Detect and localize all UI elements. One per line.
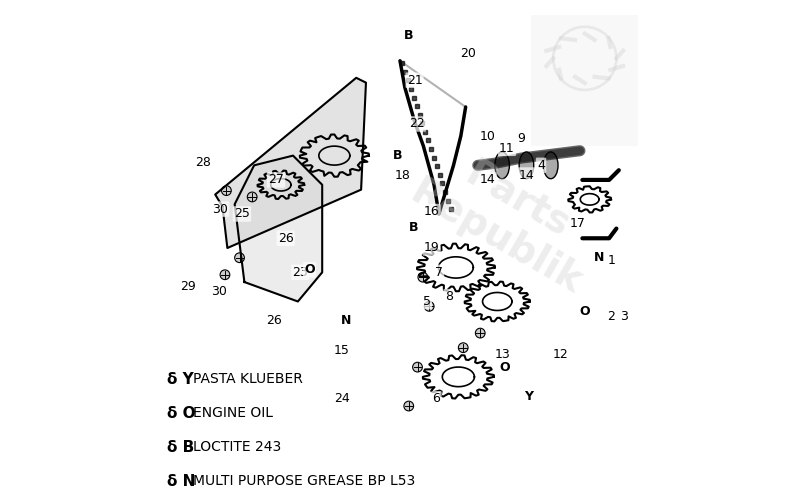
Text: 2: 2 (607, 310, 615, 322)
Text: MULTI PURPOSE GREASE BP L53: MULTI PURPOSE GREASE BP L53 (194, 474, 415, 489)
Circle shape (418, 272, 428, 282)
Text: 26: 26 (266, 315, 282, 327)
Circle shape (458, 343, 468, 352)
PathPatch shape (531, 15, 638, 146)
Text: LOCTITE 243: LOCTITE 243 (194, 441, 282, 454)
Text: 25: 25 (234, 207, 250, 220)
Text: δ B: δ B (166, 440, 194, 455)
Ellipse shape (543, 152, 558, 179)
Text: 14: 14 (480, 173, 495, 186)
Ellipse shape (519, 152, 534, 179)
Text: 28: 28 (195, 156, 211, 170)
Text: 17: 17 (570, 217, 586, 230)
Text: O: O (304, 264, 315, 276)
Text: B: B (393, 149, 402, 162)
Text: 20: 20 (460, 47, 476, 60)
Polygon shape (215, 78, 366, 248)
Text: 24: 24 (334, 392, 350, 405)
Text: B: B (408, 221, 418, 234)
Text: N: N (594, 251, 605, 264)
Text: δ N: δ N (166, 474, 195, 489)
Text: 22: 22 (409, 118, 425, 130)
Text: N: N (342, 315, 352, 327)
Text: 15: 15 (334, 343, 350, 357)
Text: 9: 9 (518, 132, 526, 145)
Text: ENGINE OIL: ENGINE OIL (194, 406, 274, 420)
Text: 3: 3 (620, 310, 628, 322)
Text: 21: 21 (406, 74, 422, 87)
Text: 5: 5 (422, 295, 430, 308)
Text: Parts
Republik: Parts Republik (403, 135, 610, 302)
Text: O: O (579, 305, 590, 318)
Text: 7: 7 (435, 266, 443, 279)
Text: 30: 30 (211, 285, 227, 298)
Text: 11: 11 (499, 142, 515, 155)
Text: 12: 12 (553, 348, 568, 362)
Text: 18: 18 (394, 169, 410, 182)
Polygon shape (234, 156, 322, 301)
Text: 4: 4 (537, 159, 545, 172)
Circle shape (234, 253, 244, 263)
Circle shape (404, 401, 414, 411)
Text: 1: 1 (607, 254, 615, 267)
Text: 23: 23 (293, 266, 308, 279)
Circle shape (413, 362, 422, 372)
Text: 10: 10 (479, 130, 495, 143)
Text: 16: 16 (424, 205, 439, 218)
Circle shape (222, 186, 231, 196)
Text: PASTA KLUEBER: PASTA KLUEBER (194, 372, 303, 386)
Text: 29: 29 (181, 280, 196, 294)
Text: 19: 19 (424, 242, 439, 254)
Text: δ Y: δ Y (166, 372, 194, 387)
Circle shape (424, 301, 434, 311)
Circle shape (247, 192, 257, 202)
Text: δ O: δ O (166, 406, 195, 421)
Text: 8: 8 (445, 290, 453, 303)
Text: 26: 26 (278, 232, 294, 245)
Text: 27: 27 (268, 173, 284, 186)
Text: 13: 13 (494, 348, 510, 362)
Text: Y: Y (524, 390, 534, 403)
Ellipse shape (495, 152, 510, 179)
Circle shape (475, 328, 485, 338)
Text: 14: 14 (518, 169, 534, 182)
Text: O: O (499, 361, 510, 374)
Text: 6: 6 (433, 392, 441, 405)
Text: 30: 30 (212, 202, 228, 216)
Circle shape (220, 270, 230, 280)
Text: B: B (404, 29, 414, 42)
